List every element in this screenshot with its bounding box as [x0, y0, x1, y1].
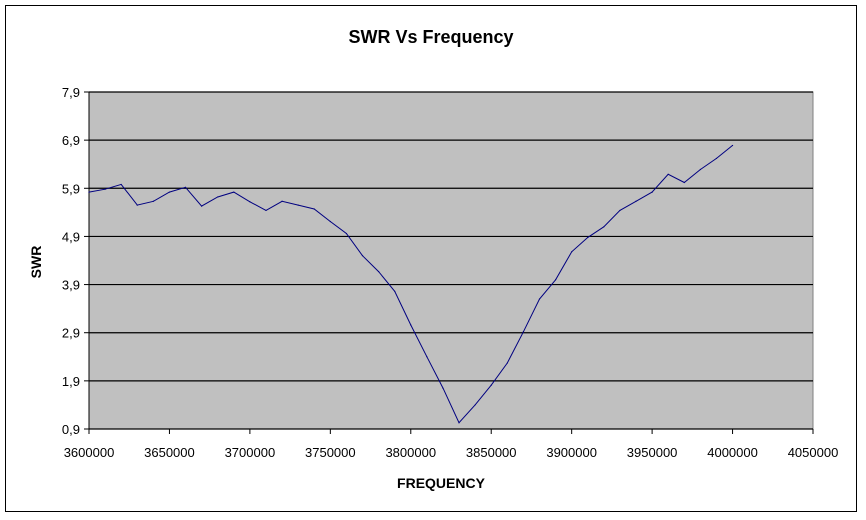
x-tick-label: 3600000 [64, 445, 115, 460]
x-tick-label: 3700000 [225, 445, 276, 460]
y-tick-label: 7,9 [62, 85, 80, 100]
data-point [184, 186, 187, 188]
data-point [458, 422, 460, 424]
data-point [619, 209, 621, 212]
y-axis-label: SWR [28, 246, 44, 279]
data-point [442, 387, 444, 389]
data-point [313, 208, 315, 210]
data-point [683, 181, 685, 184]
x-tick-label: 3900000 [546, 445, 597, 460]
data-point [329, 220, 331, 223]
data-point [522, 331, 525, 333]
data-point [635, 200, 637, 202]
data-point [587, 236, 589, 238]
data-point [426, 356, 428, 358]
x-tick-label: 3950000 [627, 445, 678, 460]
data-point [538, 298, 541, 300]
y-tick-label: 0,9 [62, 422, 80, 437]
y-tick-label: 6,9 [62, 133, 80, 148]
y-tick-label: 4,9 [62, 229, 80, 244]
chart-title: SWR Vs Frequency [348, 27, 513, 47]
y-tick-label: 3,9 [62, 278, 80, 293]
data-point [265, 209, 267, 212]
data-point [731, 144, 734, 147]
data-point [506, 362, 508, 364]
data-point [297, 204, 299, 206]
x-tick-label: 3650000 [144, 445, 195, 460]
data-point [394, 290, 396, 292]
data-point [554, 279, 557, 281]
data-point [410, 324, 412, 326]
data-point [152, 200, 154, 202]
y-tick-label: 5,9 [62, 181, 80, 196]
data-point [715, 157, 718, 160]
data-point [699, 168, 701, 171]
data-point [571, 251, 573, 253]
chart-frame [5, 5, 857, 512]
data-point [168, 191, 171, 193]
data-point [667, 173, 669, 175]
data-point [490, 384, 492, 386]
data-point [249, 201, 251, 203]
x-tick-label: 3800000 [385, 445, 436, 460]
y-tick-label: 1,9 [62, 374, 80, 389]
data-point [88, 191, 90, 193]
data-point [233, 191, 235, 193]
data-point [104, 188, 106, 190]
x-tick-label: 3750000 [305, 445, 356, 460]
data-point [120, 183, 122, 186]
data-point [361, 255, 364, 257]
x-tick-label: 4000000 [707, 445, 758, 460]
data-point [378, 270, 380, 273]
data-point [345, 232, 348, 235]
plot-area [88, 91, 814, 430]
data-point [281, 200, 283, 202]
y-tick-label: 2,9 [62, 326, 80, 341]
data-point [651, 191, 653, 193]
x-tick-label: 4050000 [788, 445, 839, 460]
data-point [201, 205, 203, 207]
x-tick-label: 3850000 [466, 445, 517, 460]
x-axis-label: FREQUENCY [397, 475, 486, 491]
data-point [217, 196, 219, 198]
data-point [136, 204, 138, 206]
data-point [603, 226, 605, 228]
data-point [474, 404, 476, 406]
